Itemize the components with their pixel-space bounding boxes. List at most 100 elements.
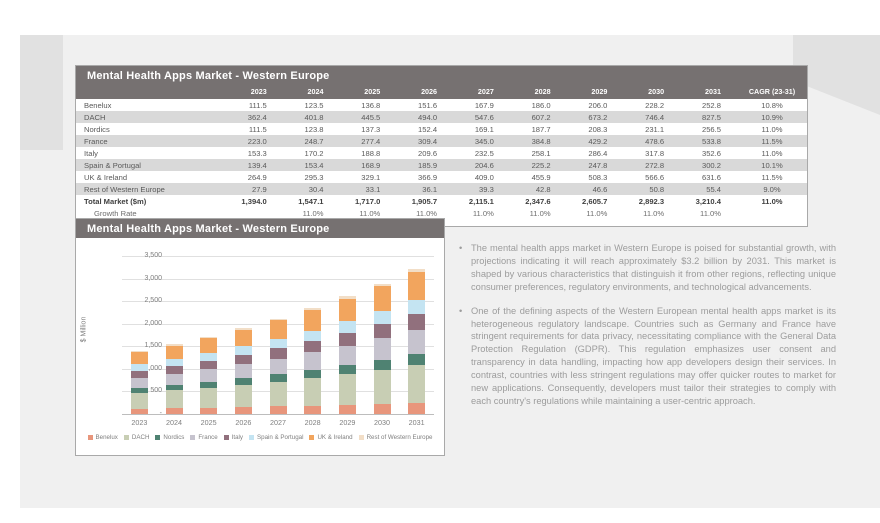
value-cell: 208.3 — [588, 124, 608, 134]
segment-italy — [165, 365, 183, 374]
market-chart-card: Mental Health Apps Market - Western Euro… — [75, 218, 445, 456]
segment-uk-ireland — [408, 271, 426, 301]
legend-item: Spain & Portugal — [249, 434, 303, 441]
value-cell: 11.0% — [359, 208, 381, 218]
legend-swatch-icon — [155, 435, 161, 440]
value-cell: 153.4 — [282, 159, 340, 171]
gridline — [122, 301, 434, 303]
year-header: 2027 — [453, 85, 510, 99]
table-row: Rest of Western Europe 27.9 30.4 33.1 36.1 39… — [76, 183, 807, 195]
cagr-cell: 11.5% — [761, 172, 783, 182]
bar-2023 — [130, 351, 148, 414]
y-axis-title: $ Million — [80, 316, 88, 343]
x-tick-label: 2031 — [408, 418, 425, 427]
value-cell: 445.5 — [339, 111, 397, 123]
table-row: Total Market ($m) 1,394.0 1,547.1 1,717.0 1,… — [76, 195, 807, 207]
value-cell: 36.1 — [396, 183, 454, 195]
x-tick-label: 2027 — [270, 418, 286, 427]
legend-item: Nordics — [155, 434, 184, 441]
bullet-marker-icon: • — [459, 305, 463, 316]
value-cell: 137.3 — [361, 124, 381, 134]
value-cell: 3,210.4 — [695, 196, 721, 206]
gridline — [122, 256, 434, 257]
chart-body: $ Million 3,500 3,000 2,500 2,000 1,500 1,000… — [76, 240, 444, 455]
chart-title: Mental Health Apps Market - Western Euro… — [76, 219, 444, 238]
segment-spain-portugal — [130, 364, 148, 371]
value-cell: 1,547.1 — [298, 196, 324, 206]
value-cell: 11.0% — [472, 208, 494, 218]
bar-2031 — [408, 269, 426, 414]
segment-italy — [269, 348, 287, 359]
cagr-header: CAGR (23-31) — [737, 85, 807, 99]
legend-item: France — [190, 434, 218, 441]
segment-dach — [338, 374, 356, 405]
value-cell: 366.9 — [418, 172, 438, 182]
value-cell: 272.8 — [623, 159, 681, 171]
value-cell: 169.1 — [474, 124, 494, 134]
segment-france — [165, 373, 183, 385]
segment-benelux — [130, 408, 148, 414]
left-accent-shape — [20, 35, 63, 150]
legend-item: UK & Ireland — [309, 434, 353, 441]
value-cell: 111.5 — [248, 100, 267, 110]
y-tick-label: 1,500 — [144, 342, 162, 350]
segment-uk-ireland — [304, 310, 322, 331]
row-label: UK & Ireland — [84, 172, 128, 182]
segment-nordics — [338, 364, 356, 375]
row-label: Rest of Western Europe — [76, 183, 226, 195]
segment-dach — [304, 378, 322, 406]
year-header: 2029 — [566, 85, 624, 99]
segment-spain-portugal — [234, 346, 252, 355]
segment-uk-ireland — [130, 352, 148, 365]
y-tick-label: 3,500 — [144, 252, 162, 259]
value-cell: 566.6 — [645, 172, 665, 182]
segment-france — [408, 329, 426, 354]
x-tick-label: 2023 — [131, 418, 148, 427]
bar-2025 — [200, 336, 218, 414]
segment-france — [269, 358, 287, 375]
value-cell: 329.1 — [361, 172, 381, 182]
segment-benelux — [373, 403, 391, 414]
value-cell: 188.8 — [361, 148, 381, 158]
value-cell: 455.9 — [531, 172, 551, 182]
value-cell: 508.3 — [588, 172, 608, 182]
value-cell: 1,717.0 — [354, 196, 381, 206]
cagr-cell: 11.0% — [761, 148, 783, 158]
segment-france — [200, 369, 218, 382]
cagr-cell: 11.0% — [761, 124, 783, 134]
value-cell: 746.4 — [623, 111, 681, 123]
table-row: UK & Ireland 264.9 295.3 329.1 366.9 409.0 455… — [76, 171, 807, 183]
segment-nordics — [165, 384, 183, 391]
value-cell: 11.0% — [700, 208, 721, 218]
y-tick-label: 1,000 — [144, 364, 162, 372]
x-tick-label: 2024 — [166, 418, 182, 427]
cagr-cell: 10.8% — [761, 100, 783, 110]
row-label: France — [76, 135, 226, 147]
table-row: Growth Rate 11.0% 11.0% 11.0% 11.0% 11.0% 11.0… — [76, 207, 807, 219]
value-cell: 152.4 — [418, 124, 438, 134]
value-cell: 309.4 — [396, 135, 454, 147]
x-axis-labels: 2023 2024 2025 2026 2027 2028 2029 2030 2031 — [122, 418, 434, 428]
value-cell: 206.0 — [588, 100, 608, 110]
segment-italy — [234, 354, 252, 365]
market-table: 2023 2024 2025 2026 2027 2028 2029 2030 2031 CAGR… — [76, 85, 807, 219]
value-cell: 123.8 — [304, 124, 324, 134]
y-tick-label: 2,000 — [144, 319, 162, 327]
segment-rest-of-western-europe — [269, 318, 287, 321]
legend-item: Rest of Western Europe — [358, 434, 432, 441]
value-cell: 401.8 — [282, 111, 340, 123]
bullet-text: The mental health apps market in Western… — [471, 243, 836, 292]
row-label: Total Market ($m) — [84, 196, 147, 206]
segment-uk-ireland — [200, 338, 218, 353]
gridline — [122, 278, 434, 280]
segment-italy — [338, 332, 356, 346]
x-tick-label: 2029 — [339, 418, 356, 427]
value-cell: 384.8 — [509, 135, 567, 147]
bar-2024 — [165, 344, 183, 414]
value-cell: 673.2 — [566, 111, 624, 123]
value-cell: 11.0% — [586, 208, 608, 218]
gridline — [122, 414, 434, 415]
value-cell: 248.7 — [282, 135, 340, 147]
segment-italy — [130, 370, 148, 378]
value-cell: 478.6 — [623, 135, 681, 147]
